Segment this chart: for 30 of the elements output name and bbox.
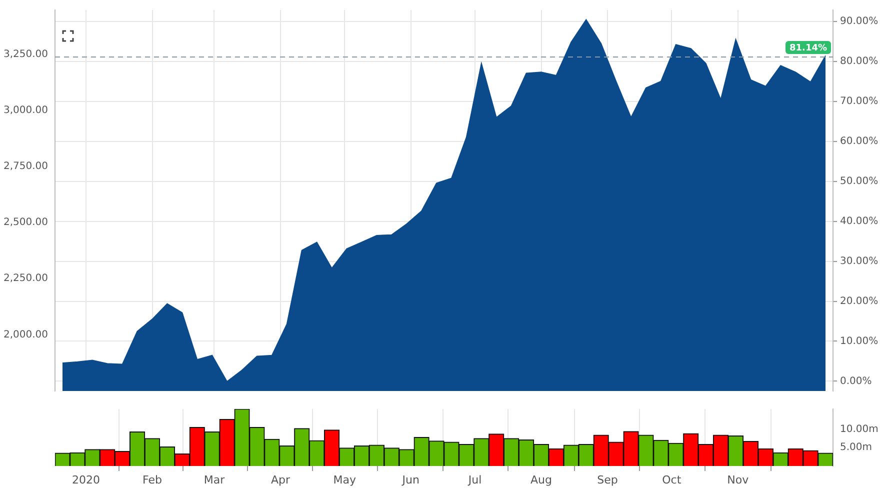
x-tick-label: Nov	[727, 473, 750, 486]
x-tick-label: Oct	[662, 473, 682, 486]
y-tick-label: 2,000.00	[3, 329, 48, 340]
y-tick-label: 2,750.00	[3, 160, 48, 172]
x-tick-label: Aug	[530, 473, 552, 486]
x-tick-label: Jul	[467, 473, 482, 486]
y2-tick-label: 70.00%	[840, 96, 878, 108]
y-tick-label: 3,250.00	[3, 48, 48, 60]
x-tick-label: Feb	[142, 473, 162, 486]
ref-line-label: 81.14%	[790, 43, 828, 54]
y-tick-label: 2,500.00	[3, 217, 48, 228]
x-tick-label: May	[333, 473, 356, 486]
x-tick-label: Sep	[597, 473, 618, 486]
y-tick-label: 10.00m	[840, 424, 878, 435]
y2-tick-label: 50.00%	[840, 176, 878, 187]
x-tick-label: 2020	[72, 473, 100, 486]
y2-tick-label: 0.00%	[840, 376, 872, 387]
y2-tick-label: 90.00%	[840, 16, 878, 28]
x-tick-label: Mar	[204, 473, 226, 486]
y-tick-label: 5.00m	[840, 442, 872, 454]
y2-tick-label: 10.00%	[840, 336, 878, 347]
y2-tick-label: 40.00%	[840, 216, 878, 227]
x-tick-label: Jun	[401, 473, 420, 486]
y-tick-label: 2,250.00	[3, 273, 48, 284]
y-tick-label: 3,000.00	[3, 104, 48, 116]
y2-tick-label: 60.00%	[840, 136, 878, 148]
y2-tick-label: 20.00%	[840, 296, 878, 307]
y2-tick-label: 30.00%	[840, 256, 878, 267]
y2-tick-label: 80.00%	[840, 56, 878, 68]
x-tick-label: Apr	[270, 473, 290, 486]
